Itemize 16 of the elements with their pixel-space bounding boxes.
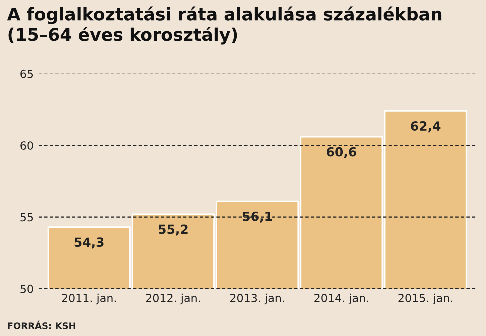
data-label: 56,1 [243,212,272,223]
x-tick-label: 2012. jan. [146,294,200,305]
x-tick-label: 2011. jan. [62,294,116,305]
x-tick-label: 2015. jan. [398,294,453,305]
x-tick-label: 2013. jan. [230,294,284,305]
x-tick-label: 2014. jan. [314,294,368,305]
y-tick-label: 65 [20,70,34,78]
data-label: 55,2 [159,224,188,236]
y-tick-label: 50 [20,284,34,294]
y-tick-label: 55 [20,213,34,222]
data-label: 54,3 [74,238,104,249]
text: FORRÁS: KSH [8,320,76,330]
y-tick-label: 60 [20,142,34,150]
chart-title: A foglalkoztatási ráta alakulása százalékban (15–64 éves korosztály) [7,6,442,45]
data-label: 60,6 [327,147,356,158]
data-label: 62,4 [411,122,441,133]
